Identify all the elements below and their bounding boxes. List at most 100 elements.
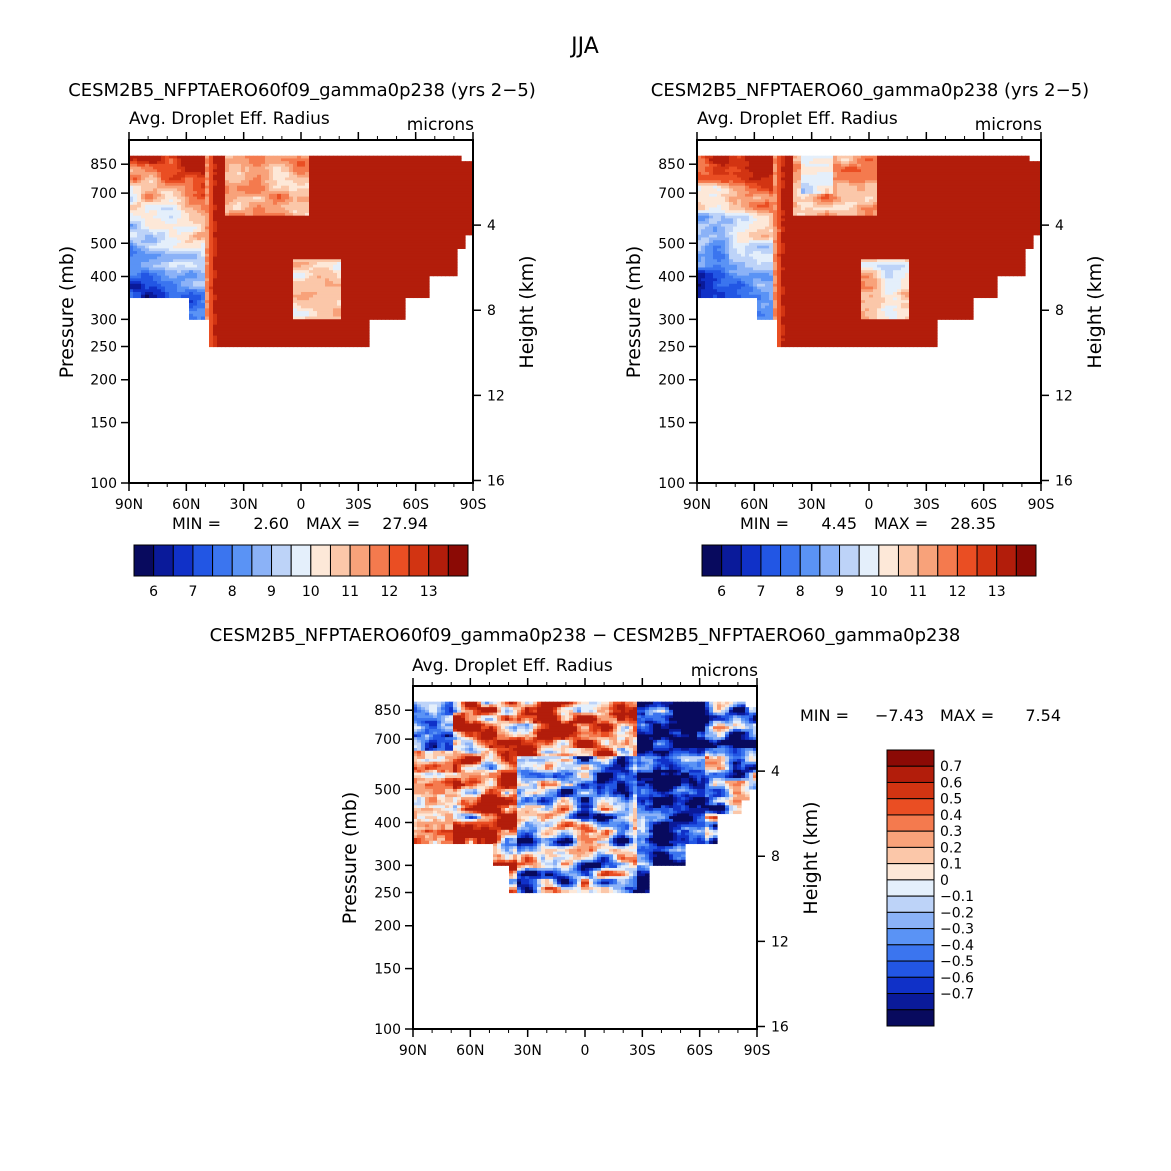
contour-cell xyxy=(193,188,198,192)
contour-cell xyxy=(309,204,314,209)
contour-cell xyxy=(357,155,362,160)
contour-cell xyxy=(209,182,214,187)
contour-cell xyxy=(173,223,178,228)
contour-cell xyxy=(325,332,330,337)
contour-cell xyxy=(417,242,422,247)
contour-cell xyxy=(417,223,422,228)
contour-cell xyxy=(249,335,254,339)
contour-cell xyxy=(365,291,370,296)
contour-cell xyxy=(265,330,270,334)
contour-cell xyxy=(333,338,338,342)
contour-cell xyxy=(313,177,318,181)
contour-cell xyxy=(165,172,170,176)
contour-cell xyxy=(157,237,162,241)
contour-cell xyxy=(233,302,238,307)
contour-cell xyxy=(137,264,142,269)
contour-cell xyxy=(281,204,286,209)
contour-cell xyxy=(225,289,230,293)
contour-cell xyxy=(169,158,174,162)
contour-cell xyxy=(221,335,226,339)
contour-cell xyxy=(365,302,370,307)
contour-cell xyxy=(297,174,302,179)
contour-cell xyxy=(249,270,254,274)
contour-cell xyxy=(297,256,302,260)
contour-cell xyxy=(193,248,198,252)
contour-cell xyxy=(317,319,322,323)
contour-cell xyxy=(377,196,382,200)
contour-cell xyxy=(401,182,406,187)
contour-cell xyxy=(401,174,406,179)
contour-cell xyxy=(365,229,370,233)
contour-cell xyxy=(141,188,146,192)
contour-cell xyxy=(145,272,150,277)
contour-cell xyxy=(261,218,266,222)
contour-cell xyxy=(329,248,334,252)
contour-cell xyxy=(129,180,134,184)
contour-cell xyxy=(225,185,230,190)
contour-cell xyxy=(257,212,262,217)
contour-cell xyxy=(261,188,266,192)
contour-cell xyxy=(217,253,222,258)
contour-cell xyxy=(281,172,286,176)
contour-cell xyxy=(265,226,270,230)
contour-cell xyxy=(385,262,390,266)
contour-cell xyxy=(337,221,342,225)
contour-cell xyxy=(133,215,138,219)
contour-cell xyxy=(381,300,386,304)
contour-cell xyxy=(345,196,350,200)
contour-cell xyxy=(165,262,170,266)
contour-cell xyxy=(345,264,350,269)
contour-cell xyxy=(137,240,142,244)
contour-cell xyxy=(373,174,378,179)
contour-cell xyxy=(301,305,306,309)
contour-cell xyxy=(409,289,414,293)
contour-cell xyxy=(209,237,214,241)
contour-cell xyxy=(421,188,426,192)
contour-cell xyxy=(305,343,310,348)
contour-cell xyxy=(301,248,306,252)
contour-cell xyxy=(213,343,218,348)
contour-cell xyxy=(185,191,190,195)
contour-cell xyxy=(173,248,178,252)
contour-cell xyxy=(133,185,138,190)
contour-cell xyxy=(313,248,318,252)
contour-cell xyxy=(441,218,446,222)
contour-cell xyxy=(201,294,206,299)
contour-cell xyxy=(205,174,210,179)
contour-cell xyxy=(321,161,326,165)
contour-cell xyxy=(377,294,382,299)
contour-cell xyxy=(345,180,350,184)
contour-cell xyxy=(305,294,310,299)
contour-cell xyxy=(285,180,290,184)
contour-cell xyxy=(241,191,246,195)
contour-cell xyxy=(245,281,250,285)
contour-cell xyxy=(393,185,398,190)
contour-cell xyxy=(265,300,270,304)
contour-cell xyxy=(233,313,238,318)
contour-cell xyxy=(209,272,214,277)
contour-cell xyxy=(297,302,302,307)
contour-cell xyxy=(301,215,306,219)
contour-cell xyxy=(421,294,426,299)
contour-cell xyxy=(341,281,346,285)
contour-cell xyxy=(237,305,242,309)
contour-cell xyxy=(421,177,426,181)
contour-cell xyxy=(301,174,306,179)
contour-cell xyxy=(349,163,354,168)
contour-cell xyxy=(289,278,294,282)
contour-cell xyxy=(177,240,182,244)
contour-cell xyxy=(325,286,330,290)
contour-cell xyxy=(417,174,422,179)
contour-cell xyxy=(217,177,222,181)
contour-cell xyxy=(233,294,238,299)
contour-cell xyxy=(417,226,422,230)
contour-cell xyxy=(145,207,150,211)
contour-cell xyxy=(197,166,202,170)
contour-cell xyxy=(245,289,250,293)
contour-cell xyxy=(261,172,266,176)
contour-cell xyxy=(173,158,178,162)
contour-cell xyxy=(229,245,234,249)
contour-cell xyxy=(413,210,418,214)
contour-cell xyxy=(305,155,310,160)
contour-cell xyxy=(321,259,326,263)
